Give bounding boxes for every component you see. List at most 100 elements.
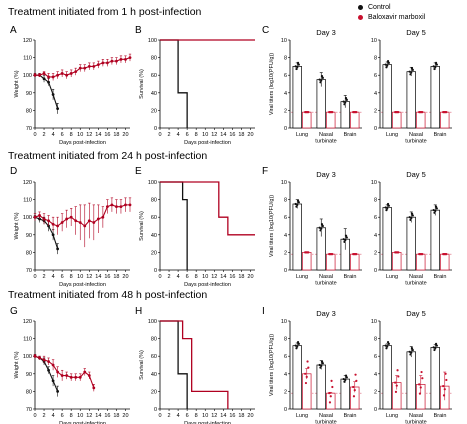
panel-f-control-point	[434, 205, 438, 208]
panel-f-control-point	[434, 209, 437, 213]
panel-c-baloxavir-bar	[326, 111, 336, 129]
panel-f-control-point	[343, 240, 346, 243]
panel-b-x-tick-label: 4	[177, 132, 180, 138]
panel-c-control-point	[343, 103, 346, 106]
panel-f-category-label: Nasal	[319, 274, 333, 280]
panel-f-control-point	[432, 209, 435, 212]
panel-c-g1-y-tick-label: 0	[374, 126, 377, 132]
panel-f-g1-y-tick-label: 0	[374, 268, 377, 274]
panel-h-x-tick-label: 12	[211, 413, 217, 419]
panel-i-control-point	[432, 346, 435, 349]
panel-h-y-tick-label: 60	[151, 354, 157, 360]
panel-i-baloxavir-point	[397, 375, 400, 378]
panel-i-baloxavir-point	[354, 373, 357, 376]
panel-g-baloxavir-point	[60, 374, 64, 377]
panel-e-x-tick-label: 14	[220, 274, 226, 280]
panel-i-g0-y-tick-label: 8	[284, 337, 287, 343]
panel-a-control-point	[56, 107, 60, 111]
row-title: Treatment initiated from 48 h post-infec…	[8, 289, 208, 301]
panel-f-control-point	[345, 236, 348, 239]
panel-c-control-point	[294, 65, 297, 68]
panel-c-baloxavir-point	[420, 111, 423, 114]
panel-f-g1-y-tick-label: 8	[374, 198, 377, 204]
panel-i-baloxavir-point	[395, 384, 398, 387]
panel-i-control-point	[384, 344, 387, 347]
panel-b-y-tick-label: 80	[151, 56, 157, 62]
panel-f-g1-y-tick-label: 6	[374, 215, 377, 221]
panel-f-category-label: Brain	[344, 274, 357, 280]
panel-d-baloxavir-point	[56, 224, 60, 228]
panel-a-x-tick-label: 14	[95, 132, 101, 138]
panel-c-baloxavir-bar	[302, 111, 312, 129]
panel-a-baloxavir-weight-line	[35, 57, 131, 78]
panel-g-x-tick-label: 12	[86, 413, 92, 419]
panel-c-control-bar	[406, 71, 416, 129]
panel-c-baloxavir-point	[394, 111, 398, 114]
panel-f-baloxavir-bar	[350, 253, 360, 271]
panel-i-group-title: Day 3	[316, 309, 336, 318]
legend-label: Control	[368, 3, 391, 11]
panel-f-control-point	[411, 214, 414, 217]
panel-g-y-tick-label: 70	[26, 407, 32, 413]
panel-c-g1-y-tick-label: 6	[374, 73, 377, 79]
panel-g-x-tick-label: 8	[70, 413, 73, 419]
panel-a-baloxavir-point	[60, 72, 64, 75]
panel-c-control-point	[410, 71, 413, 74]
panel-a-baloxavir-point	[74, 70, 78, 74]
panel-d-baloxavir-point	[115, 205, 118, 209]
panel-c-control-point	[409, 73, 412, 76]
panel-i-g0-y-tick-label: 0	[284, 407, 287, 413]
panel-c-category-label: turbinate	[315, 139, 336, 145]
panel-i-baloxavir-point	[331, 385, 334, 389]
panel-i-g1-y-tick-label: 2	[374, 389, 377, 395]
panel-d-y-label: Weight (%)	[14, 212, 20, 239]
panel-i-control-point	[386, 345, 389, 348]
panel-c-category-label: Nasal	[319, 132, 333, 138]
panel-i-control-point	[342, 377, 345, 381]
panel-a-x-tick-label: 0	[33, 132, 36, 138]
panel-f-baloxavir-bar	[392, 252, 402, 271]
panel-a-baloxavir-point	[119, 57, 123, 61]
panel-c-baloxavir-point	[328, 111, 332, 114]
panel-f-category-label: Nasal	[409, 274, 423, 280]
panel-f-control-point	[408, 216, 411, 219]
panel-b-y-tick-label: 40	[151, 91, 157, 97]
panel-c-control-point	[318, 78, 321, 81]
panel-f-baloxavir-point	[306, 251, 309, 254]
panel-f-baloxavir-point	[442, 253, 446, 256]
panel-f-baloxavir-point	[354, 253, 357, 256]
panel-a-baloxavir-point	[78, 66, 82, 70]
panel-i-baloxavir-point	[355, 379, 358, 382]
panel-b-x-tick-label: 8	[195, 132, 198, 138]
panel-i-control-point	[320, 364, 323, 367]
panel-f-control-bar	[406, 216, 416, 271]
panel-c-control-point	[411, 68, 414, 72]
panel-i-baloxavir-point	[394, 381, 397, 384]
panel-c-g0-y-tick-label: 8	[284, 56, 287, 62]
panel-i-baloxavir-point	[420, 370, 423, 374]
panel-a-y-tick-label: 80	[26, 108, 32, 114]
panel-d-x-label: Days post-infection	[59, 282, 106, 288]
panel-g-baloxavir-point	[42, 358, 46, 362]
panel-b-x-label: Days post-infection	[184, 140, 231, 146]
panel-c-g1-y-tick-label: 4	[374, 91, 377, 97]
panel-f-control-point	[296, 203, 299, 206]
panel-c-g1-y-tick-label: 8	[374, 56, 377, 62]
panel-e-x-tick-label: 16	[229, 274, 235, 280]
panel-c-control-point	[296, 61, 300, 64]
panel-a-control-point	[42, 77, 46, 81]
panel-a-y-tick-label: 100	[23, 73, 32, 79]
panel-g-x-label: Days post-infection	[59, 421, 106, 424]
panel-c-g1-y-tick-label: 10	[371, 38, 377, 44]
panel-d-x-tick-label: 18	[113, 274, 119, 280]
panel-c-control-point	[320, 74, 324, 78]
panel-f-control-bar	[382, 207, 392, 271]
panel-f-control-point	[344, 238, 347, 242]
legend-label: Baloxavir marboxil	[368, 13, 426, 21]
panel-b-x-tick-label: 14	[220, 132, 226, 138]
panel-a-y-label: Weight (%)	[14, 70, 20, 97]
panel-f-baloxavir-point	[304, 251, 308, 254]
panel-c-control-point	[295, 67, 298, 71]
panel-c-baloxavir-bar	[392, 111, 402, 129]
panel-i-control-point	[410, 347, 414, 350]
